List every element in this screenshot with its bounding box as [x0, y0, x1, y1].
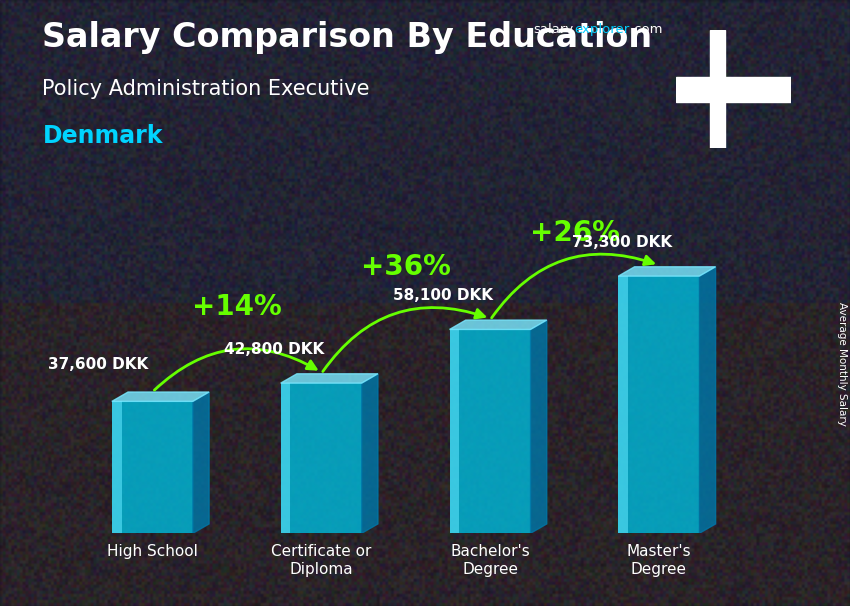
Text: .com: .com [631, 23, 663, 36]
Bar [112, 401, 122, 533]
Text: 58,100 DKK: 58,100 DKK [393, 288, 493, 304]
Polygon shape [450, 320, 547, 330]
Bar [112, 401, 193, 533]
Bar [450, 330, 530, 533]
Text: 37,600 DKK: 37,600 DKK [48, 357, 149, 372]
Text: 42,800 DKK: 42,800 DKK [224, 342, 324, 357]
Polygon shape [618, 267, 716, 276]
Polygon shape [362, 374, 378, 533]
Polygon shape [700, 267, 716, 533]
Text: explorer: explorer [575, 23, 630, 36]
Text: Denmark: Denmark [42, 124, 163, 148]
Bar [280, 383, 362, 533]
Polygon shape [112, 392, 209, 401]
Bar [618, 276, 700, 533]
Bar [450, 330, 459, 533]
Polygon shape [193, 392, 209, 533]
Text: +36%: +36% [360, 253, 450, 281]
Text: Average Monthly Salary: Average Monthly Salary [837, 302, 847, 425]
Text: Policy Administration Executive: Policy Administration Executive [42, 79, 370, 99]
Polygon shape [530, 320, 547, 533]
Text: +26%: +26% [530, 219, 620, 247]
Bar [280, 383, 291, 533]
Bar [710, 30, 725, 148]
Bar [618, 276, 628, 533]
Text: Salary Comparison By Education: Salary Comparison By Education [42, 21, 653, 54]
Text: salary: salary [533, 23, 573, 36]
Text: +14%: +14% [192, 293, 281, 321]
Polygon shape [280, 374, 378, 383]
Text: 73,300 DKK: 73,300 DKK [572, 235, 672, 250]
Bar [676, 77, 790, 102]
